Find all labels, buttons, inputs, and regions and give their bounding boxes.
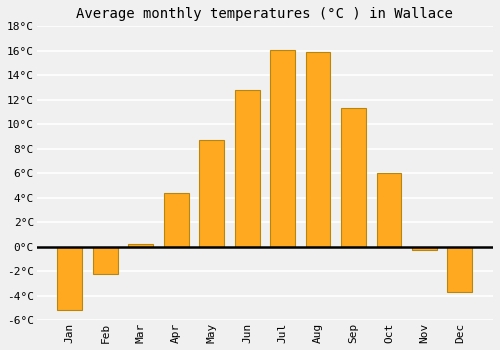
Bar [412,247,437,250]
Bar [93,247,118,273]
Title: Average monthly temperatures (°C ) in Wallace: Average monthly temperatures (°C ) in Wa… [76,7,454,21]
Bar [376,173,402,247]
Bar [200,140,224,247]
Bar [128,244,153,247]
Bar [270,50,295,247]
Bar [341,108,366,247]
Bar [235,90,260,247]
Bar [448,247,472,292]
Bar [306,52,330,247]
Bar [58,247,82,310]
Bar [164,193,188,247]
